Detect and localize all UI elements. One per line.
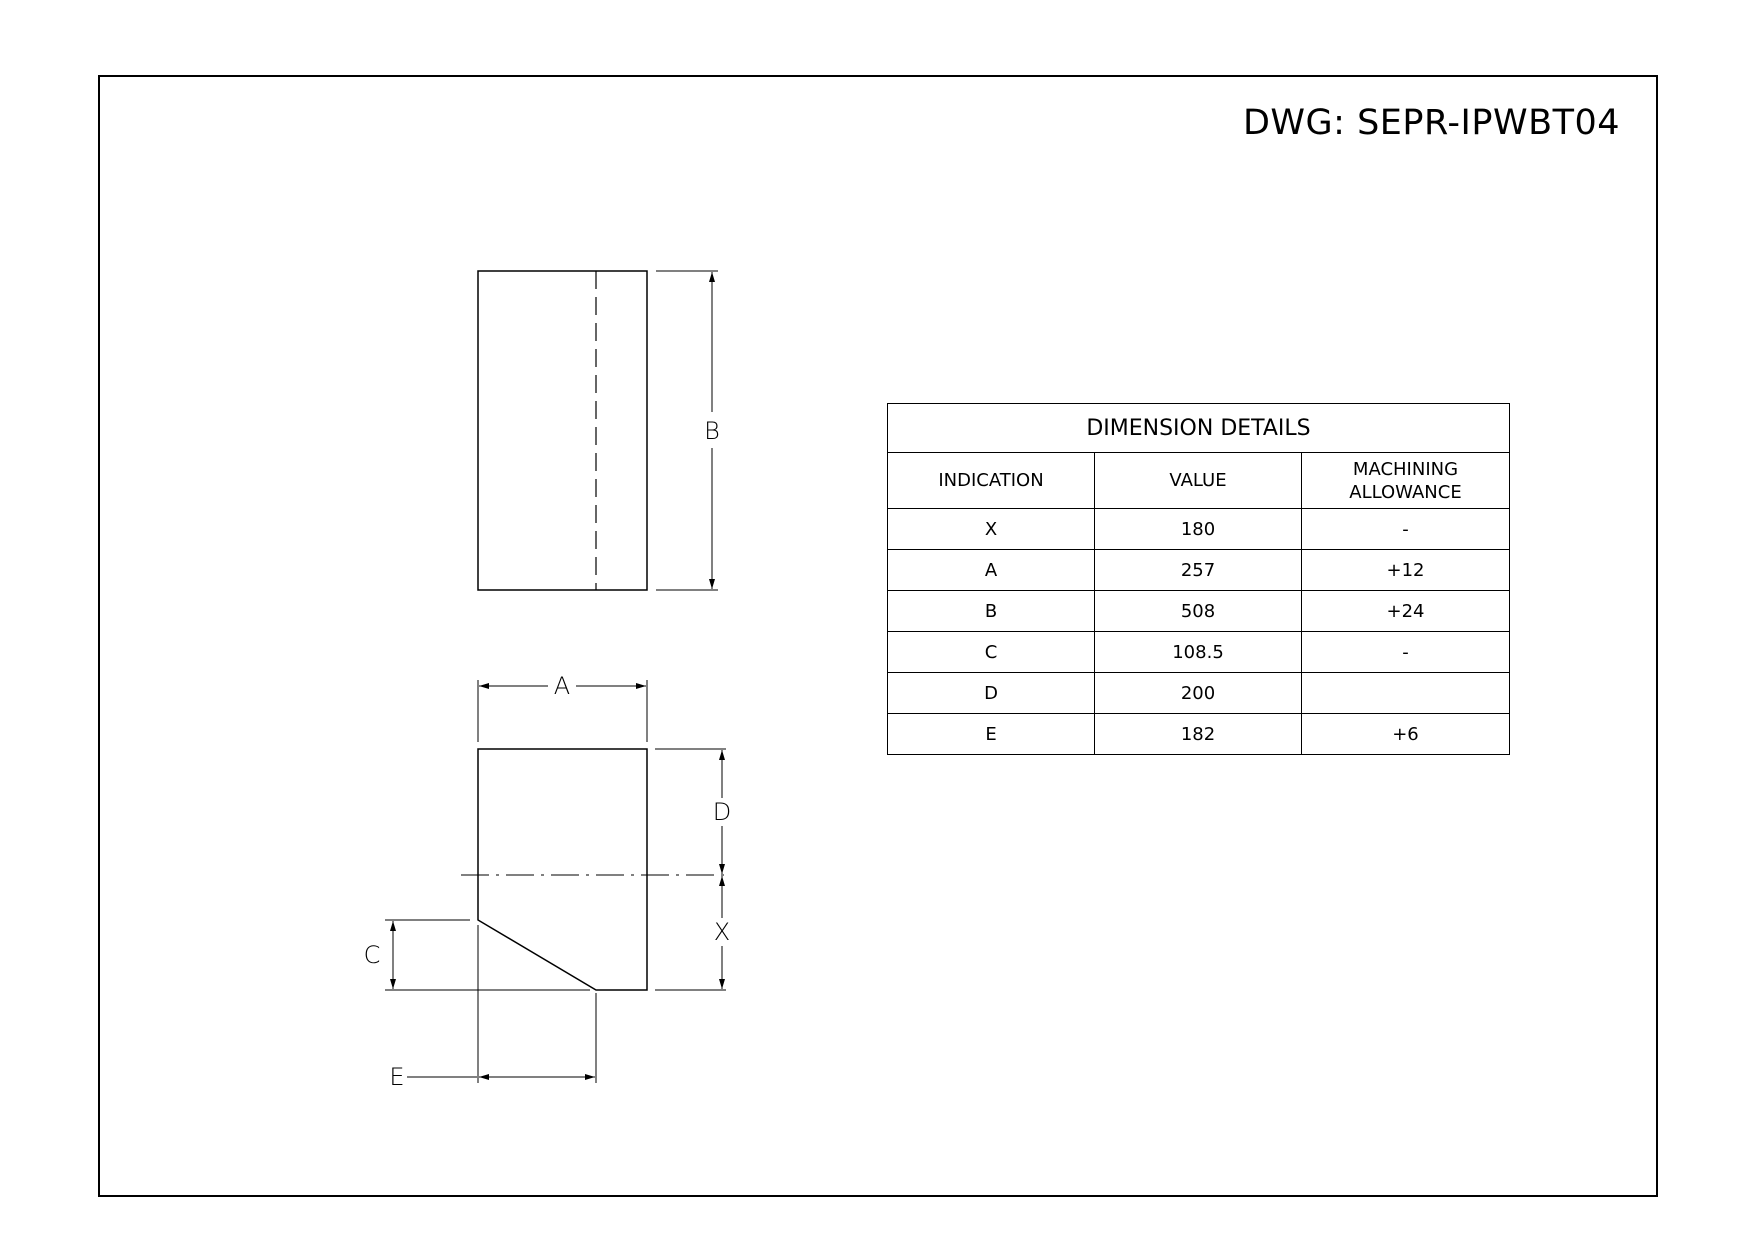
label-x: X [714, 918, 730, 946]
table-row: A 257 +12 [887, 549, 1510, 591]
indication-cell: D [887, 672, 1095, 714]
table-title: DIMENSION DETAILS [887, 403, 1510, 453]
label-a: A [554, 672, 570, 700]
table-row: D 200 [887, 672, 1510, 714]
front-view [385, 680, 726, 1083]
top-view-outline [477, 270, 648, 591]
value-cell: 200 [1094, 672, 1302, 714]
allowance-cell: +6 [1301, 713, 1510, 755]
drawing-number: DWG: SEPR-IPWBT04 [1242, 103, 1620, 143]
allowance-cell: +24 [1301, 590, 1510, 632]
label-e: E [389, 1063, 404, 1091]
dimension-details-table: DIMENSION DETAILS INDICATION VALUE MACHI… [887, 403, 1510, 755]
table-header-row: INDICATION VALUE MACHINING ALLOWANCE [887, 452, 1510, 509]
allowance-cell [1301, 672, 1510, 714]
indication-cell: X [887, 508, 1095, 550]
value-cell: 108.5 [1094, 631, 1302, 673]
top-view [477, 270, 718, 591]
table-row: B 508 +24 [887, 590, 1510, 632]
table-row: E 182 +6 [887, 713, 1510, 755]
drawing-border [98, 75, 1658, 1197]
value-cell: 180 [1094, 508, 1302, 550]
front-view-outline [477, 748, 648, 991]
header-machining-allowance: MACHINING ALLOWANCE [1301, 452, 1510, 509]
label-d: D [713, 798, 731, 826]
header-value: VALUE [1094, 452, 1302, 509]
table-row: C 108.5- [887, 631, 1510, 673]
allowance-cell: +12 [1301, 549, 1510, 591]
value-cell: 257 [1094, 549, 1302, 591]
label-b: B [704, 417, 720, 445]
header-indication: INDICATION [887, 452, 1095, 509]
indication-cell: C [887, 631, 1095, 673]
label-c: C [364, 941, 381, 969]
indication-cell: E [887, 713, 1095, 755]
allowance-cell: - [1301, 508, 1510, 550]
value-cell: 182 [1094, 713, 1302, 755]
value-cell: 508 [1094, 590, 1302, 632]
indication-cell: B [887, 590, 1095, 632]
header-machining-line2: ALLOWANCE [1349, 481, 1462, 503]
table-row: X 180- [887, 508, 1510, 550]
header-machining-line1: MACHINING [1352, 458, 1459, 480]
allowance-cell: - [1301, 631, 1510, 673]
indication-cell: A [887, 549, 1095, 591]
table-title-row: DIMENSION DETAILS [887, 403, 1510, 453]
